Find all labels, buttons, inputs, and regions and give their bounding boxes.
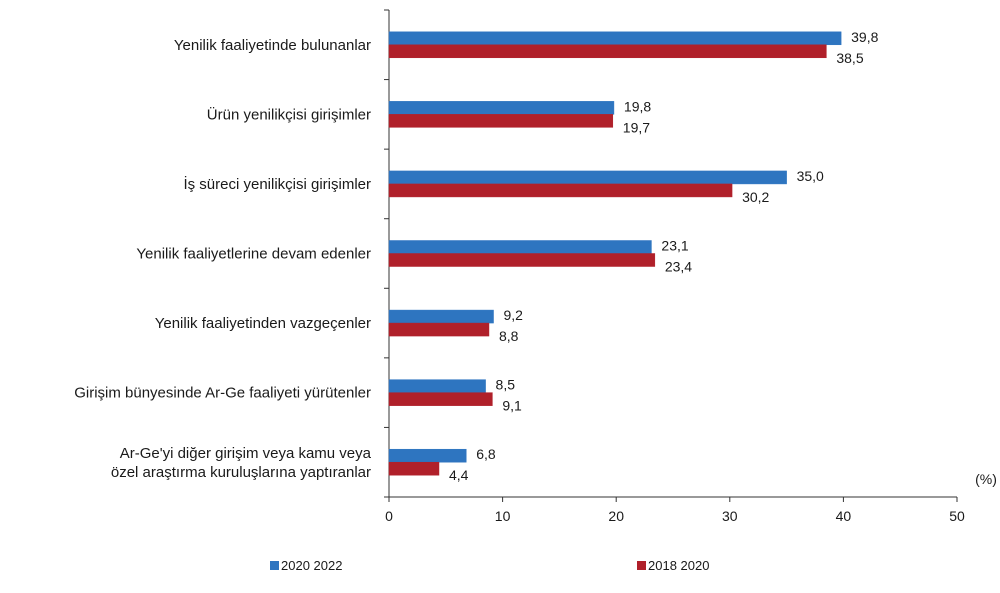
data-label: 30,2 [742, 189, 769, 205]
category-label: Yenilik faaliyetinde bulunanlar [174, 37, 371, 54]
bar [388, 309, 494, 324]
plot-area: 0 10 20 30 40 50 (%) 39,8 38,5 Yenilik faaliyetin… [74, 9, 997, 524]
x-tick-label: 10 [495, 508, 511, 524]
category-label: özel araştırma kuruluşlarına yaptıranlar [111, 464, 371, 481]
bar [388, 183, 733, 198]
data-label: 39,8 [851, 29, 878, 45]
x-tick-label: 0 [385, 508, 393, 524]
category-label: Ürün yenilikçisi girişimler [207, 105, 371, 123]
x-tick-label: 30 [722, 508, 738, 524]
data-label: 38,5 [836, 50, 863, 66]
bar [388, 448, 467, 463]
bar [388, 322, 490, 337]
bar [388, 392, 493, 406]
data-label: 9,2 [504, 307, 524, 323]
bar [388, 170, 787, 185]
bar [388, 31, 842, 46]
data-label: 4,4 [449, 467, 469, 483]
data-label: 35,0 [797, 168, 824, 184]
data-label: 19,7 [623, 119, 650, 135]
unit-label: (%) [975, 471, 997, 487]
legend-label: 2020 2022 [281, 558, 342, 573]
bar [388, 44, 827, 59]
data-label: 8,5 [496, 377, 516, 393]
data-label: 19,8 [624, 98, 651, 114]
category-label: İş süreci yenilikçisi girişimler [183, 175, 371, 193]
legend: 2020 2022 2018 2020 [270, 558, 709, 573]
x-tick-label: 50 [949, 508, 965, 524]
x-tick-label: 40 [836, 508, 852, 524]
bar [388, 114, 614, 128]
category-label: Ar-Ge'yi diğer girişim veya kamu veya [120, 445, 372, 462]
category-label: Yenilik faaliyetlerine devam edenler [136, 246, 371, 263]
data-label: 23,4 [665, 259, 692, 275]
data-label: 9,1 [502, 398, 522, 414]
bar [388, 461, 440, 476]
bar [388, 240, 652, 254]
data-label: 23,1 [661, 238, 688, 254]
legend-swatch [637, 561, 646, 570]
bar [388, 379, 486, 393]
legend-swatch [270, 561, 279, 570]
data-label: 6,8 [476, 446, 496, 462]
x-tick-label: 20 [608, 508, 624, 524]
bar [388, 101, 615, 115]
bar [388, 253, 656, 267]
category-label: Yenilik faaliyetinden vazgeçenler [155, 315, 371, 332]
category-label: Girişim bünyesinde Ar-Ge faaliyeti yürüt… [74, 385, 371, 402]
data-label: 8,8 [499, 328, 519, 344]
legend-label: 2018 2020 [648, 558, 709, 573]
